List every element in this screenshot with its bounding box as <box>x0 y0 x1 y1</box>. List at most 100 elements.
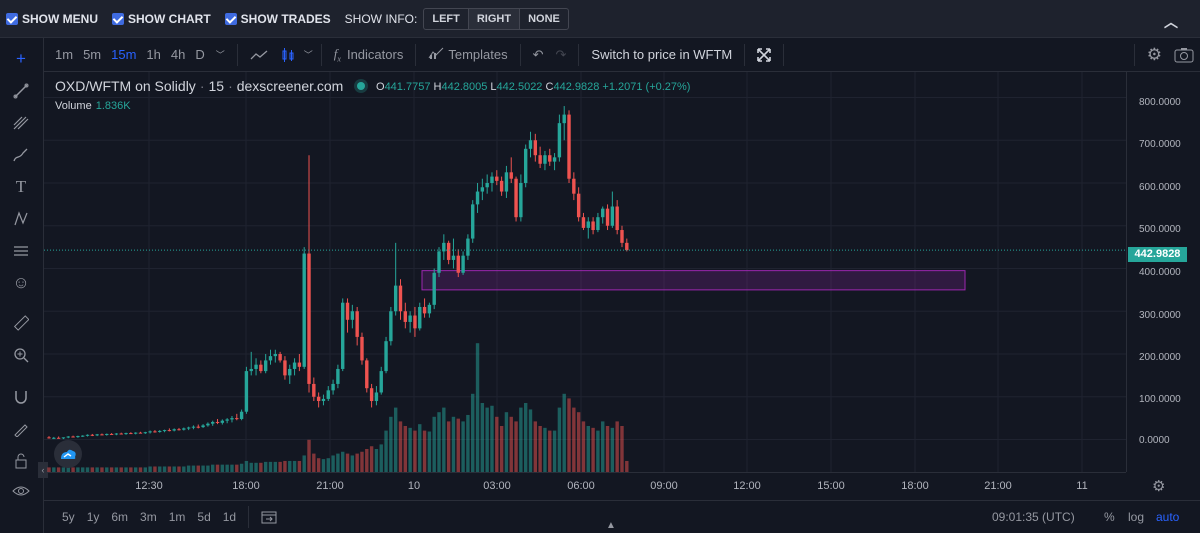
interval-4h[interactable]: 4h <box>170 47 186 62</box>
prediction-tool-icon[interactable] <box>8 238 34 264</box>
templates-button[interactable]: Templates <box>422 47 513 62</box>
candle-body <box>389 311 393 342</box>
volume-bar <box>427 431 432 472</box>
candle-body <box>451 255 456 260</box>
range-5d[interactable]: 5d <box>197 510 211 524</box>
settings-gear-icon[interactable]: ⚙ <box>1146 44 1162 64</box>
camera-icon[interactable] <box>1168 47 1200 63</box>
candle-body <box>528 140 533 149</box>
candle-body <box>191 426 196 428</box>
high-value: 442.8005 <box>441 81 488 93</box>
low-value: 442.5022 <box>496 81 543 93</box>
undo-icon[interactable]: ↶ <box>532 46 544 62</box>
volume-bar <box>446 421 451 472</box>
trend-line-icon[interactable] <box>8 78 34 104</box>
range-1d[interactable]: 1d <box>222 510 237 524</box>
candle-body <box>153 431 157 433</box>
divider <box>236 43 238 66</box>
candle-body <box>490 176 494 183</box>
volume-bar <box>519 407 523 472</box>
candle-body <box>345 302 350 320</box>
chevron-up-icon[interactable]: ︿ <box>1164 14 1178 30</box>
time-tick: 09:00 <box>650 480 678 492</box>
candle-body <box>307 253 311 384</box>
fib-tool-icon[interactable] <box>8 110 34 136</box>
show-menu-checkbox[interactable]: SHOW MENU <box>6 12 98 26</box>
high-label: H <box>433 81 442 93</box>
log-toggle[interactable]: log <box>1128 510 1145 524</box>
checkbox-checked-icon <box>224 12 237 25</box>
info-right-button[interactable]: RIGHT <box>468 8 521 29</box>
volume-bar <box>437 412 441 472</box>
lock-pencil-icon[interactable] <box>8 416 34 442</box>
info-left-button[interactable]: LEFT <box>424 8 469 29</box>
time-scale[interactable]: 12:30 18:00 21:00 10 03:00 06:00 09:00 1… <box>44 472 1126 500</box>
percent-toggle[interactable]: % <box>1104 510 1115 524</box>
volume-bar <box>543 427 547 472</box>
magnet-icon[interactable] <box>8 384 34 410</box>
volume-bar <box>162 466 167 472</box>
redo-icon[interactable]: ↷ <box>555 46 567 62</box>
range-1y[interactable]: 1y <box>86 510 100 524</box>
dexscreener-logo[interactable] <box>54 440 82 468</box>
candle-body <box>162 430 167 432</box>
candles-chart-icon[interactable] <box>274 47 302 63</box>
time-tick: 11 <box>1076 480 1088 492</box>
scale-settings-icon[interactable]: ⚙ <box>1152 478 1166 495</box>
range-5y[interactable]: 5y <box>62 510 75 524</box>
lock-icon[interactable] <box>8 448 34 474</box>
ruler-icon[interactable] <box>8 310 34 336</box>
interval-1m[interactable]: 1m <box>55 47 74 62</box>
volume-bar <box>374 449 379 472</box>
range-1m[interactable]: 1m <box>168 510 186 524</box>
candle-body <box>167 430 172 432</box>
crosshair-icon[interactable]: + <box>16 49 26 68</box>
emoji-icon[interactable]: ☺ <box>12 273 30 292</box>
chevron-down-icon[interactable]: ﹀ <box>303 50 313 60</box>
brush-icon[interactable] <box>8 142 34 168</box>
candle-body <box>471 204 475 239</box>
volume-legend: Volume 1.836K <box>55 100 131 112</box>
candle-body <box>533 140 538 156</box>
volume-bar <box>615 421 619 472</box>
show-chart-checkbox[interactable]: SHOW CHART <box>112 12 211 26</box>
candle-body <box>355 311 359 337</box>
range-6m[interactable]: 6m <box>111 510 129 524</box>
open-value: 441.7757 <box>384 81 431 93</box>
pattern-tool-icon[interactable] <box>8 206 34 232</box>
range-3m[interactable]: 3m <box>140 510 157 524</box>
candle-body <box>81 435 85 437</box>
volume-bar <box>124 467 128 472</box>
candle-body <box>509 172 513 179</box>
current-price-label: 442.9828 <box>1128 247 1187 262</box>
candle-body <box>461 255 465 273</box>
volume-bar <box>292 460 297 472</box>
interval-5m[interactable]: 5m <box>83 47 102 62</box>
text-tool-icon[interactable]: T <box>15 177 27 196</box>
zoom-in-icon[interactable] <box>8 342 34 368</box>
show-trades-checkbox[interactable]: SHOW TRADES <box>224 12 331 26</box>
switch-price-button[interactable]: Switch to price in WFTM <box>591 47 733 62</box>
volume-bar <box>355 453 359 472</box>
utc-clock[interactable]: 09:01:35 (UTC) <box>992 510 1075 524</box>
chevron-down-icon[interactable]: ﹀ <box>215 50 225 60</box>
fullscreen-icon[interactable] <box>751 47 777 62</box>
price-chart[interactable] <box>44 72 1126 472</box>
indicators-button[interactable]: fx Indicators <box>328 46 410 64</box>
interval-d[interactable]: D <box>195 47 205 62</box>
auto-scale-toggle[interactable]: auto <box>1156 510 1180 524</box>
info-none-button[interactable]: NONE <box>528 12 560 25</box>
interval-15m[interactable]: 15m <box>111 47 137 62</box>
goto-date-icon[interactable] <box>255 510 283 524</box>
scroll-up-icon[interactable]: ▲ <box>606 520 616 531</box>
price-scale[interactable]: 800.0000 700.0000 600.0000 500.0000 400.… <box>1126 72 1200 472</box>
volume-bar <box>81 467 85 472</box>
collapse-toolbar-icon[interactable]: ‹ <box>38 462 48 478</box>
line-chart-icon[interactable] <box>244 49 274 61</box>
interval-1h[interactable]: 1h <box>146 47 161 62</box>
candle-body <box>283 360 287 376</box>
eye-icon[interactable] <box>8 478 34 504</box>
checkbox-checked-icon <box>112 12 124 25</box>
candle-body <box>182 428 186 430</box>
volume-bar <box>591 427 595 472</box>
